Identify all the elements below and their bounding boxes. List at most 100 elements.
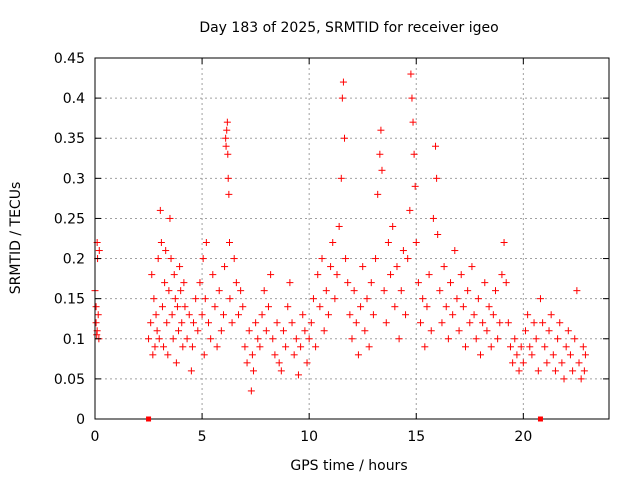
data-point bbox=[564, 327, 572, 335]
data-point bbox=[384, 239, 392, 247]
data-point bbox=[425, 271, 433, 279]
data-point bbox=[225, 239, 233, 247]
data-point bbox=[547, 311, 555, 319]
data-point bbox=[292, 335, 300, 343]
y-tick-label: 0.1 bbox=[63, 332, 85, 348]
data-point bbox=[254, 335, 262, 343]
data-point bbox=[175, 327, 183, 335]
data-point bbox=[320, 327, 328, 335]
data-point bbox=[201, 295, 209, 303]
data-point bbox=[494, 335, 502, 343]
data-point bbox=[483, 327, 491, 335]
data-point bbox=[566, 351, 574, 359]
data-point bbox=[171, 295, 179, 303]
data-point bbox=[226, 295, 234, 303]
data-point bbox=[331, 295, 339, 303]
data-point bbox=[309, 295, 317, 303]
data-point bbox=[361, 327, 369, 335]
data-point bbox=[318, 255, 326, 263]
data-point bbox=[183, 335, 191, 343]
y-tick-labels: 0 0.05 0.1 0.15 0.2 0.25 0.3 0.35 0.4 0.45 bbox=[54, 51, 85, 428]
data-point bbox=[249, 367, 257, 375]
data-point bbox=[223, 118, 231, 126]
data-point bbox=[434, 230, 442, 238]
data-point bbox=[247, 387, 255, 395]
data-point bbox=[241, 343, 249, 351]
data-point bbox=[162, 247, 170, 255]
data-point bbox=[459, 303, 467, 311]
data-point bbox=[165, 287, 173, 295]
data-point bbox=[481, 279, 489, 287]
data-point bbox=[498, 271, 506, 279]
data-point bbox=[412, 239, 420, 247]
data-point bbox=[237, 287, 245, 295]
data-point bbox=[190, 319, 198, 327]
data-point bbox=[554, 335, 562, 343]
x-tick-label: 20 bbox=[514, 429, 532, 445]
data-point bbox=[172, 359, 180, 367]
data-point bbox=[224, 150, 232, 158]
data-point bbox=[322, 287, 330, 295]
data-point bbox=[338, 94, 346, 102]
data-point bbox=[449, 311, 457, 319]
data-point bbox=[152, 311, 160, 319]
data-point bbox=[94, 311, 102, 319]
data-point bbox=[211, 303, 219, 311]
data-point bbox=[457, 271, 465, 279]
data-point bbox=[225, 190, 233, 198]
data-point bbox=[393, 263, 401, 271]
data-point bbox=[453, 295, 461, 303]
data-point bbox=[222, 142, 230, 150]
data-point bbox=[305, 335, 313, 343]
data-point bbox=[223, 126, 231, 134]
data-point bbox=[573, 287, 581, 295]
data-point bbox=[155, 335, 163, 343]
data-point bbox=[294, 371, 302, 379]
data-point bbox=[466, 319, 474, 327]
data-point bbox=[164, 351, 172, 359]
data-point bbox=[545, 327, 553, 335]
data-point bbox=[369, 311, 377, 319]
data-point bbox=[404, 255, 412, 263]
data-point bbox=[248, 351, 256, 359]
data-point bbox=[273, 319, 281, 327]
data-point bbox=[163, 319, 171, 327]
data-point bbox=[407, 70, 415, 78]
data-point bbox=[440, 263, 448, 271]
data-point bbox=[526, 343, 534, 351]
data-point bbox=[515, 367, 523, 375]
data-point bbox=[433, 174, 441, 182]
data-point bbox=[92, 303, 100, 311]
data-point bbox=[232, 279, 240, 287]
data-point bbox=[220, 311, 227, 319]
data-point bbox=[406, 206, 414, 214]
data-point bbox=[365, 343, 373, 351]
zero-marker bbox=[537, 416, 543, 422]
data-point bbox=[410, 150, 418, 158]
data-point bbox=[489, 311, 497, 319]
y-tick-label: 0.45 bbox=[54, 51, 85, 67]
y-tick-label: 0.2 bbox=[63, 252, 85, 268]
data-point bbox=[549, 351, 557, 359]
data-point bbox=[239, 303, 247, 311]
data-point bbox=[230, 255, 238, 263]
data-point bbox=[350, 287, 358, 295]
data-point bbox=[207, 335, 215, 343]
data-point bbox=[519, 359, 527, 367]
data-point bbox=[264, 303, 272, 311]
data-point bbox=[312, 343, 320, 351]
data-point bbox=[333, 271, 341, 279]
data-point bbox=[363, 295, 371, 303]
y-tick-label: 0.05 bbox=[54, 372, 85, 388]
y-tick-label: 0 bbox=[76, 412, 85, 428]
data-point bbox=[528, 351, 536, 359]
data-point bbox=[148, 271, 156, 279]
data-point bbox=[335, 222, 343, 230]
data-point bbox=[92, 319, 100, 327]
data-point bbox=[391, 303, 399, 311]
data-point bbox=[380, 287, 388, 295]
data-point bbox=[496, 319, 504, 327]
data-point bbox=[275, 359, 283, 367]
data-point bbox=[224, 174, 232, 182]
x-axis-label: GPS time / hours bbox=[290, 458, 407, 474]
